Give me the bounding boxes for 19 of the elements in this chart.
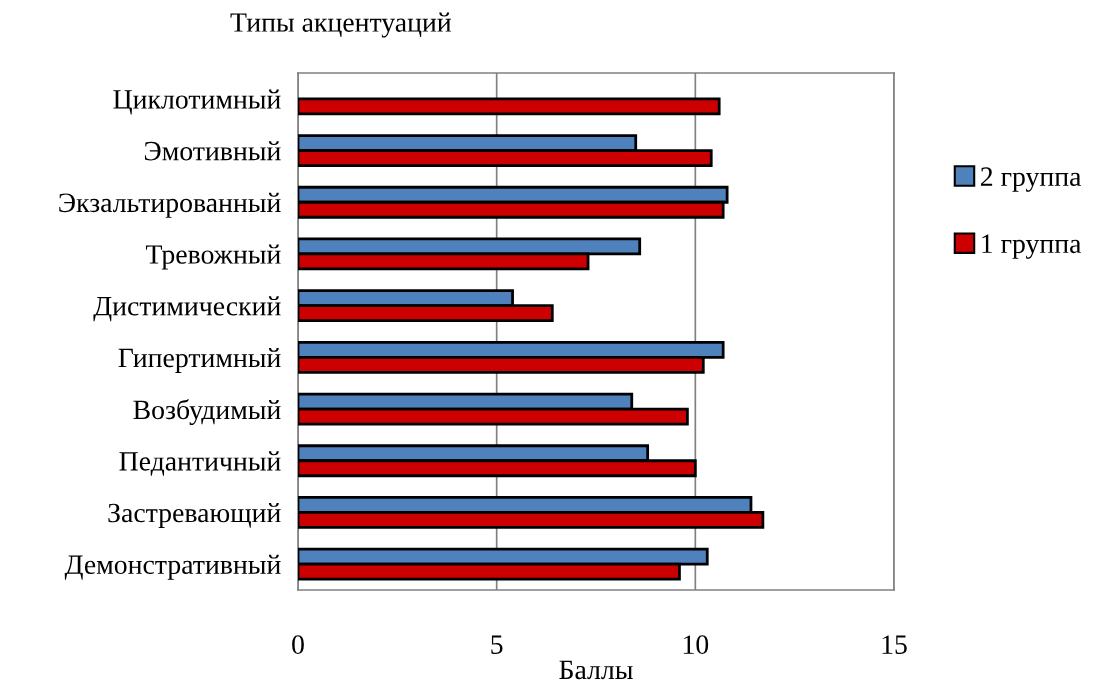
legend-label: 2 группа xyxy=(980,167,1082,192)
y-tick-label: Циклотимный xyxy=(113,89,281,115)
bar xyxy=(298,97,721,116)
x-tick-label: 10 xyxy=(683,635,709,654)
x-axis-title: Баллы xyxy=(559,660,633,680)
y-tick-label: Тревожный xyxy=(145,244,281,270)
legend-label: 1 группа xyxy=(982,234,1082,259)
y-tick-label: Гипертимный xyxy=(118,347,281,373)
y-tick-label: Демонстративный xyxy=(64,554,281,580)
x-tick-label: 0 xyxy=(292,635,304,654)
y-tick-label: Педантичный xyxy=(119,451,281,476)
y-tick-label: Эмотивный xyxy=(144,141,281,161)
y-tick-label: Экзальтированный xyxy=(59,192,281,218)
x-tick-label: 5 xyxy=(491,635,503,654)
chart-title: Типы акцентуаций xyxy=(230,12,452,38)
y-tick-label: Возбудимый xyxy=(133,399,281,425)
x-tick-label: 15 xyxy=(882,635,907,654)
y-tick-label: Застревающий xyxy=(108,503,281,528)
y-tick-label: Дистимический xyxy=(93,296,281,322)
